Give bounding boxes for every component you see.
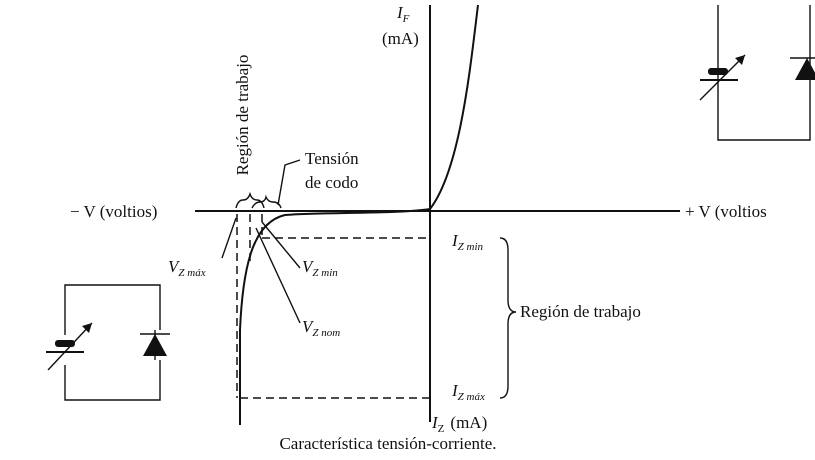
circuit-bottom — [46, 284, 170, 401]
pos-v-label: + V (voltios — [685, 202, 767, 221]
knee-label: Tensión — [305, 149, 359, 168]
iz-label: IZ (mA) — [431, 413, 487, 435]
dashed-guides — [236, 214, 430, 399]
vz-min: VZ min — [302, 257, 338, 279]
knee-label: de codo — [305, 173, 358, 192]
region-vertical: Región de trabajo — [233, 55, 252, 176]
if-unit: (mA) — [382, 29, 419, 48]
circuit-top — [699, 5, 815, 141]
caption: Característica tensión-corriente. — [279, 434, 496, 453]
iz-max: IZ máx — [451, 381, 485, 403]
neg-v-label: − V (voltios) — [70, 202, 157, 221]
iz-min: IZ min — [451, 231, 484, 253]
if-label: IF — [396, 3, 410, 25]
leaders — [221, 159, 301, 324]
region-current: Región de trabajo — [520, 302, 641, 321]
vz-nom: VZ nom — [302, 317, 340, 339]
top-braces — [235, 191, 282, 209]
characteristic-curve — [239, 4, 479, 425]
current-brace — [499, 237, 517, 399]
vz-max: VZ máx — [168, 257, 206, 279]
